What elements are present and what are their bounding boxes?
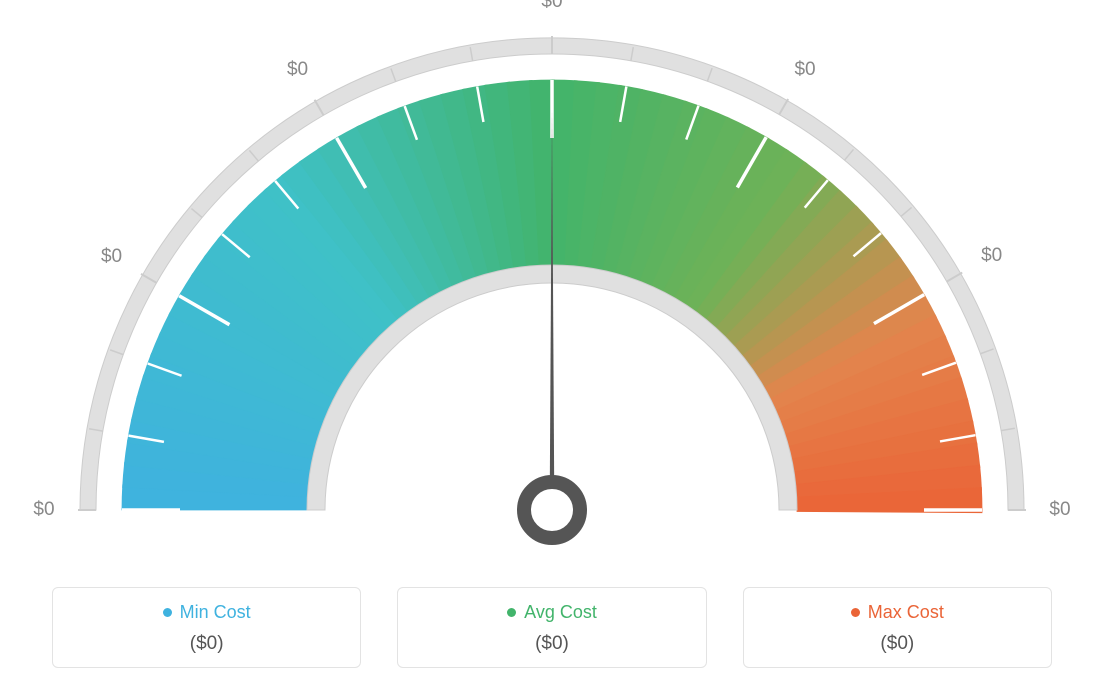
legend-row: Min Cost ($0) Avg Cost ($0) Max Cost ($0) <box>52 587 1052 668</box>
gauge-chart: $0$0$0$0$0$0$0 <box>32 20 1072 560</box>
legend-value-min: ($0) <box>63 633 350 655</box>
gauge-tick-label: $0 <box>794 59 815 81</box>
legend-dot-icon <box>507 608 516 617</box>
gauge-svg <box>32 20 1072 560</box>
legend-label-text: Min Cost <box>180 602 251 623</box>
gauge-tick-label: $0 <box>541 0 562 13</box>
legend-value-max: ($0) <box>754 633 1041 655</box>
legend-label-min: Min Cost <box>163 602 251 623</box>
gauge-tick-label: $0 <box>1049 499 1070 521</box>
gauge-tick-label: $0 <box>981 245 1002 267</box>
legend-card-min: Min Cost ($0) <box>52 587 361 668</box>
legend-card-max: Max Cost ($0) <box>743 587 1052 668</box>
gauge-tick-label: $0 <box>101 246 122 268</box>
legend-label-max: Max Cost <box>851 602 944 623</box>
legend-label-avg: Avg Cost <box>507 602 597 623</box>
legend-dot-icon <box>851 608 860 617</box>
legend-value-avg: ($0) <box>408 633 695 655</box>
legend-card-avg: Avg Cost ($0) <box>397 587 706 668</box>
legend-dot-icon <box>163 608 172 617</box>
legend-label-text: Avg Cost <box>524 602 597 623</box>
gauge-tick-label: $0 <box>33 499 54 521</box>
legend-label-text: Max Cost <box>868 602 944 623</box>
gauge-tick-label: $0 <box>287 59 308 81</box>
